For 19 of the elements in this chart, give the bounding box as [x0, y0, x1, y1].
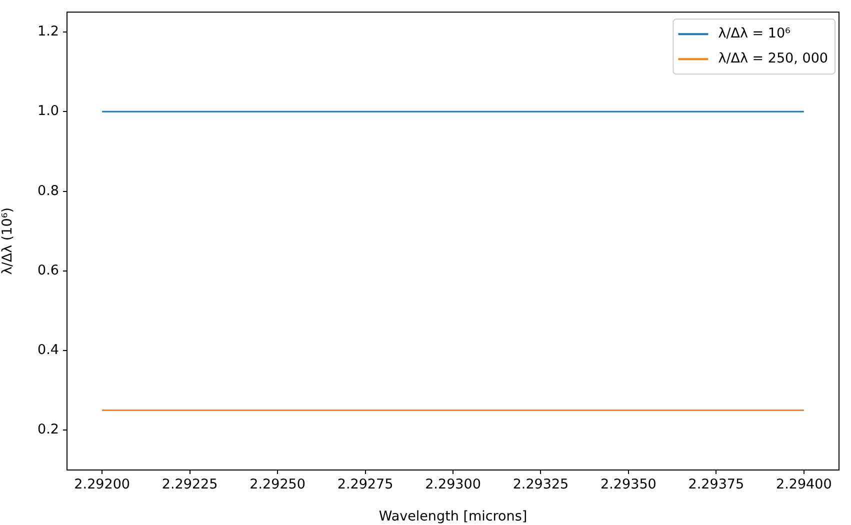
y-tick-label: 1.2 — [38, 24, 59, 40]
y-tick-label: 0.2 — [38, 422, 59, 438]
x-tick-label: 2.29225 — [162, 476, 218, 493]
y-tick-label: 1.0 — [38, 103, 59, 120]
x-tick-label: 2.29400 — [776, 476, 832, 493]
legend-label: λ/Δλ = 10⁶ — [718, 26, 790, 42]
y-axis-title: λ/Δλ (10⁶) — [0, 207, 16, 275]
x-tick-label: 2.29250 — [250, 476, 306, 493]
legend-label: λ/Δλ = 250, 000 — [718, 50, 828, 67]
x-tick-label: 2.29275 — [337, 476, 394, 493]
x-tick-label: 2.29325 — [512, 476, 569, 493]
x-tick-label: 2.29350 — [600, 476, 656, 493]
x-tick-label: 2.29200 — [74, 476, 130, 493]
x-axis-title: Wavelength [microns] — [378, 508, 528, 524]
y-tick-label: 0.6 — [38, 262, 59, 278]
y-tick-label: 0.8 — [38, 182, 59, 199]
x-tick-label: 2.29375 — [688, 476, 744, 493]
y-tick-label: 0.4 — [38, 342, 59, 358]
x-tick-label: 2.29300 — [425, 476, 481, 493]
